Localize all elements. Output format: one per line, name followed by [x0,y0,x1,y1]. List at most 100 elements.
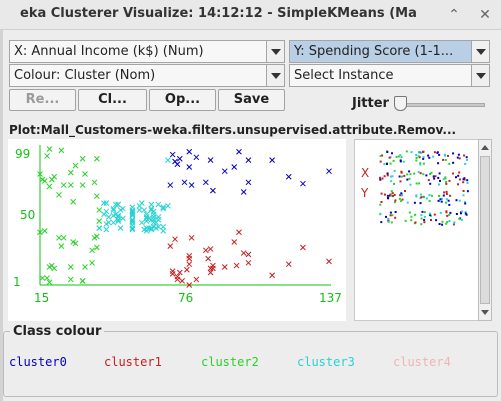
point-cluster1[interactable] [240,250,247,256]
point-cluster2[interactable] [67,264,74,270]
point-cluster2[interactable] [60,182,67,188]
point-cluster0[interactable] [202,179,209,186]
point-cluster3[interactable] [148,201,155,208]
point-cluster3[interactable] [143,225,150,231]
point-cluster2[interactable] [37,171,43,177]
point-cluster2[interactable] [93,244,100,251]
point-cluster2[interactable] [67,182,74,188]
scrollbar-thumb[interactable] [480,156,490,304]
point-cluster3[interactable] [110,207,117,213]
point-cluster0[interactable] [245,179,252,186]
point-cluster2[interactable] [72,162,79,169]
point-cluster0[interactable] [186,148,193,155]
point-cluster0[interactable] [326,168,332,175]
point-cluster0[interactable] [285,173,292,180]
point-cluster3[interactable] [96,225,103,231]
point-cluster2[interactable] [93,155,100,162]
point-cluster3[interactable] [103,200,110,206]
point-cluster1[interactable] [221,264,228,270]
point-cluster3[interactable] [129,218,136,225]
point-cluster3[interactable] [160,204,167,211]
point-cluster0[interactable] [269,157,276,163]
point-cluster2[interactable] [58,243,65,249]
chevron-down-icon[interactable] [266,41,284,62]
point-cluster1[interactable] [245,251,252,258]
point-cluster1[interactable] [207,269,214,276]
point-cluster3[interactable] [117,225,124,231]
point-cluster2[interactable] [46,183,53,190]
chevron-down-icon[interactable] [266,65,284,86]
point-cluster0[interactable] [207,157,214,163]
point-cluster1[interactable] [186,282,193,288]
point-cluster1[interactable] [269,272,276,279]
point-cluster3[interactable] [129,204,136,211]
point-cluster3[interactable] [129,219,136,226]
point-cluster1[interactable] [245,259,252,266]
point-cluster3[interactable] [115,201,122,208]
point-cluster2[interactable] [96,207,103,213]
legend-cluster3[interactable]: cluster3 [297,355,355,369]
vertical-scrollbar[interactable] [478,139,492,321]
point-cluster1[interactable] [236,229,242,236]
point-cluster3[interactable] [120,215,126,222]
point-cluster1[interactable] [186,255,193,262]
point-cluster1[interactable] [210,262,216,269]
point-cluster1[interactable] [205,255,212,262]
minimize-icon[interactable]: ⌃ [448,7,460,23]
point-cluster2[interactable] [72,240,79,247]
point-cluster0[interactable] [240,189,247,195]
point-cluster3[interactable] [103,226,110,233]
point-cluster2[interactable] [44,275,50,281]
point-cluster3[interactable] [115,212,122,219]
jitter-slider[interactable] [397,103,485,107]
point-cluster2[interactable] [46,146,53,152]
legend-cluster4[interactable]: cluster4 [393,355,451,369]
point-cluster0[interactable] [186,164,193,170]
point-cluster2[interactable] [46,279,53,286]
point-cluster3[interactable] [139,200,145,206]
chevron-down-icon[interactable] [471,41,489,62]
instance-select[interactable]: Select Instance [289,64,490,87]
point-cluster3[interactable] [129,211,136,218]
scatter-plot[interactable]: 99 50 1 15 76 137 [8,139,346,321]
point-cluster1[interactable] [179,277,185,284]
scroll-down-icon[interactable] [481,310,489,315]
point-cluster3[interactable] [105,214,112,220]
point-cluster3[interactable] [160,223,167,230]
point-cluster3[interactable] [141,207,148,213]
point-cluster3[interactable] [150,208,157,215]
point-cluster2[interactable] [79,277,86,284]
point-cluster0[interactable] [210,187,216,194]
point-cluster1[interactable] [176,269,183,276]
save-button[interactable]: Save [218,89,285,111]
point-cluster1[interactable] [169,271,176,277]
point-cluster1[interactable] [188,234,195,241]
point-cluster2[interactable] [79,182,86,188]
point-cluster2[interactable] [79,155,86,162]
point-cluster3[interactable] [129,222,136,229]
point-cluster2[interactable] [51,173,58,180]
point-cluster2[interactable] [44,153,50,159]
point-cluster2[interactable] [89,247,95,254]
point-cluster0[interactable] [174,161,181,168]
point-cluster2[interactable] [56,191,62,198]
colour-select[interactable]: Colour: Cluster (Nom) [9,64,285,87]
point-cluster1[interactable] [285,261,292,268]
attribute-bars-panel[interactable]: X Y [354,139,479,321]
point-cluster3[interactable] [120,205,126,212]
point-cluster3[interactable] [139,219,145,226]
point-cluster2[interactable] [82,171,88,177]
point-cluster3[interactable] [129,212,136,219]
point-cluster1[interactable] [207,246,214,252]
point-cluster1[interactable] [184,266,190,273]
point-cluster3[interactable] [160,205,167,212]
clear-button[interactable]: Cl... [78,89,147,111]
point-cluster0[interactable] [169,151,176,158]
point-cluster2[interactable] [51,265,58,272]
point-cluster3[interactable] [150,214,157,220]
point-cluster3[interactable] [155,214,162,220]
point-cluster1[interactable] [186,253,193,259]
point-cluster3[interactable] [103,208,110,215]
point-cluster1[interactable] [233,262,240,269]
point-cluster1[interactable] [167,243,174,249]
